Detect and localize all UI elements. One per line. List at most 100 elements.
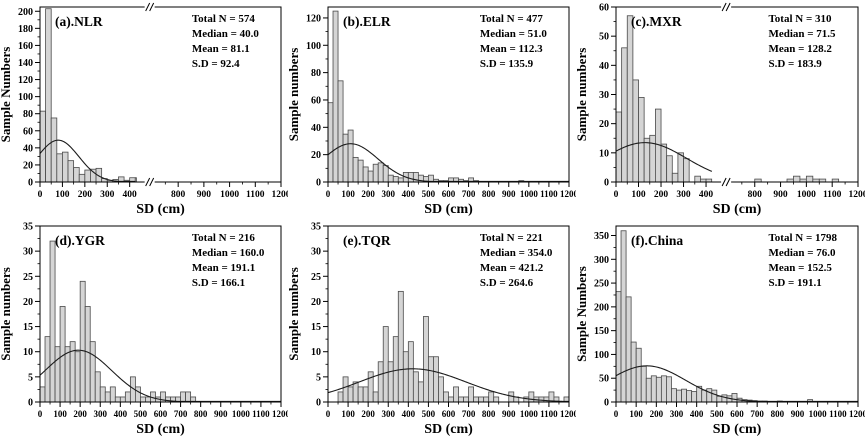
x-tick-label: 100 bbox=[55, 190, 70, 200]
y-axis-title: Sample numbers bbox=[576, 48, 589, 142]
x-tick-label: 100 bbox=[53, 409, 67, 419]
histogram-bar bbox=[347, 129, 354, 183]
histogram-bar bbox=[625, 296, 632, 403]
x-tick-label: 500 bbox=[134, 409, 148, 419]
stats-line: Mean = 152.5 bbox=[768, 262, 832, 274]
x-axis-title: SD (cm) bbox=[713, 422, 762, 437]
x-tick-label: 300 bbox=[382, 409, 396, 419]
histogram-bar bbox=[412, 371, 419, 403]
histogram-bar bbox=[392, 176, 399, 183]
x-axis: 0 100 200 300 400 500 600 700 800 900 1000 1100 1200 bbox=[614, 402, 865, 419]
x-tick-label: 800 bbox=[171, 190, 186, 200]
y-tick-label: 40 bbox=[311, 123, 321, 134]
x-axis-title: SD (cm) bbox=[424, 422, 473, 437]
histogram-bar bbox=[721, 394, 728, 403]
panel-d: 0 5 10 15 20 25 30 35 0 100 200 300 400 500 600 700 800 9… bbox=[0, 219, 288, 439]
axis-break-gap bbox=[144, 4, 155, 10]
panel-label: (c).MXR bbox=[631, 14, 682, 29]
y-tick-label: 10 bbox=[23, 347, 33, 358]
x-tick-label: 600 bbox=[442, 189, 456, 199]
axis-break-gap bbox=[721, 179, 732, 185]
histogram-bar bbox=[94, 371, 101, 403]
x-tick-label: 1000 bbox=[520, 409, 539, 419]
histogram-bar bbox=[49, 240, 56, 403]
x-tick-label: 200 bbox=[361, 409, 375, 419]
histogram-bar bbox=[681, 388, 687, 403]
y-tick-label: 80 bbox=[23, 109, 33, 120]
y-tick-label: 0 bbox=[28, 178, 33, 189]
y-axis-title: Sample numbers bbox=[288, 48, 301, 142]
normal-fit-curve bbox=[39, 349, 281, 402]
x-tick-label: 300 bbox=[670, 409, 684, 419]
histogram-bar bbox=[671, 388, 677, 403]
histogram-bar bbox=[372, 391, 379, 403]
x-tick-label: 1000 bbox=[220, 190, 239, 200]
histogram-bar bbox=[478, 396, 485, 403]
histogram-bar bbox=[39, 110, 46, 183]
y-tick-label: 350 bbox=[594, 231, 609, 242]
histogram-bar bbox=[701, 389, 708, 403]
histogram-bar bbox=[666, 376, 672, 403]
y-axis: 0 5 10 15 20 25 30 35 bbox=[311, 222, 328, 409]
histogram-bar bbox=[337, 391, 344, 403]
y-tick-label: 25 bbox=[311, 272, 321, 283]
x-tick-label: 700 bbox=[462, 409, 476, 419]
axis-break-mark bbox=[145, 177, 151, 187]
x-axis: 0 100 200 300 400 500 600 700 800 900 1000 1100 1200 bbox=[38, 402, 288, 419]
stats-line: Mean = 112.3 bbox=[480, 43, 543, 55]
y-tick-label: 100 bbox=[306, 41, 321, 52]
histogram-bar bbox=[458, 396, 464, 403]
x-axis-title: SD (cm) bbox=[713, 202, 762, 217]
stats-line: S.D = 264.6 bbox=[480, 277, 534, 289]
histogram-bar bbox=[352, 156, 359, 183]
histogram-bars bbox=[615, 230, 824, 403]
x-tick-label: 0 bbox=[326, 189, 331, 199]
normal-fit-curve bbox=[39, 139, 136, 182]
histogram-bar bbox=[615, 111, 623, 183]
y-tick-label: 100 bbox=[18, 92, 33, 103]
x-tick-label: 300 bbox=[382, 189, 396, 199]
x-tick-label: 1200 bbox=[849, 409, 865, 419]
stats-block: Total N = 216 Median = 160.0 Mean = 191.1 S… bbox=[192, 232, 265, 289]
y-tick-label: 15 bbox=[311, 322, 321, 333]
x-tick-label: 1200 bbox=[560, 189, 576, 199]
x-tick-label: 0 bbox=[38, 190, 43, 200]
y-tick-label: 35 bbox=[23, 222, 33, 233]
histogram-bar bbox=[793, 175, 801, 183]
histogram-bar bbox=[620, 230, 627, 403]
x-tick-label: 400 bbox=[402, 409, 416, 419]
histogram-bar bbox=[640, 365, 647, 403]
x-tick-label: 900 bbox=[502, 409, 516, 419]
x-tick-label: 100 bbox=[341, 409, 355, 419]
normal-fit-curve bbox=[327, 143, 569, 182]
stats-line: S.D = 166.1 bbox=[192, 277, 245, 289]
x-axis-title: SD (cm) bbox=[136, 202, 185, 217]
y-tick-label: 60 bbox=[23, 126, 33, 137]
x-tick-label: 600 bbox=[154, 409, 168, 419]
x-tick-label: 1000 bbox=[809, 409, 828, 419]
x-tick-label: 700 bbox=[462, 189, 476, 199]
panel-label: (b).ELR bbox=[343, 14, 391, 29]
histogram-bar bbox=[327, 102, 334, 183]
histogram-bar bbox=[649, 134, 656, 183]
histogram-bar bbox=[671, 172, 679, 183]
y-axis-title: Sample numbers bbox=[288, 267, 301, 361]
normal-fit-curve bbox=[327, 368, 569, 402]
y-axis: 0 10 20 30 40 50 60 bbox=[599, 3, 616, 189]
histogram-bar bbox=[45, 8, 52, 183]
histogram-bar bbox=[397, 177, 404, 183]
x-tick-label: 500 bbox=[422, 409, 436, 419]
histogram-bar bbox=[528, 391, 535, 403]
histogram-bar bbox=[706, 388, 713, 403]
histogram-bar bbox=[382, 165, 389, 183]
y-tick-label: 120 bbox=[306, 13, 321, 24]
x-tick-label: 1000 bbox=[797, 190, 816, 200]
axis-break-gap bbox=[144, 179, 155, 185]
y-tick-label: 20 bbox=[311, 297, 321, 308]
histogram-bar bbox=[655, 376, 662, 403]
x-tick-label: 200 bbox=[361, 189, 375, 199]
stats-line: Mean = 191.1 bbox=[192, 262, 255, 274]
axis-break-mark bbox=[721, 2, 727, 12]
histogram-bar bbox=[134, 386, 141, 403]
histogram-bar bbox=[632, 79, 639, 183]
